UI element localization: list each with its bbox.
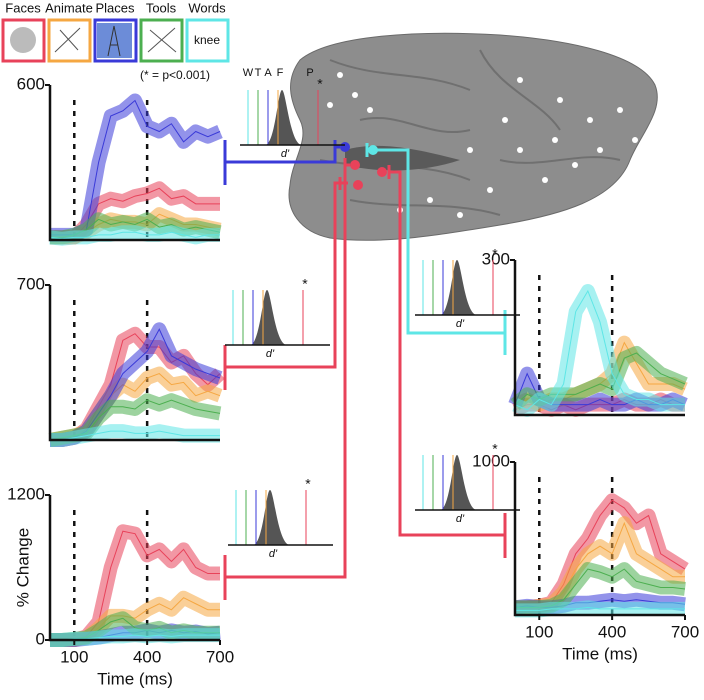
inset-label: W xyxy=(243,67,254,79)
brain xyxy=(288,32,658,241)
series-line xyxy=(49,231,220,240)
words-example: knee xyxy=(194,33,220,47)
y-tick-label: 600 xyxy=(17,74,45,93)
inset-star: * xyxy=(317,76,323,92)
x-tick-label: 100 xyxy=(60,647,88,666)
series-line xyxy=(514,289,685,411)
inset-star: * xyxy=(302,276,308,292)
icon xyxy=(107,25,121,57)
legend-swatch xyxy=(185,18,230,63)
x-tick-label: 400 xyxy=(598,622,626,641)
axes xyxy=(48,85,220,242)
y-tick-label: 1000 xyxy=(472,451,510,470)
series-line xyxy=(515,606,685,611)
inset-axis-label: d' xyxy=(281,148,290,160)
inset-label: T xyxy=(255,67,262,79)
series-line xyxy=(50,430,220,441)
legend-label: Faces xyxy=(5,0,41,15)
icon xyxy=(54,27,81,53)
histogram xyxy=(265,90,302,145)
y-tick-label: 300 xyxy=(482,249,510,268)
legend-label: Places xyxy=(95,0,135,15)
axes xyxy=(513,260,685,417)
y-tick-label: 1200 xyxy=(7,484,45,503)
axes xyxy=(48,285,220,442)
y-axis-label: % Change xyxy=(13,528,32,607)
x-tick-label: 700 xyxy=(206,647,234,666)
axes xyxy=(513,462,685,617)
y-tick-label: 700 xyxy=(17,274,45,293)
histogram xyxy=(250,290,287,345)
inset-star: * xyxy=(492,246,498,262)
inset-axis-label: d' xyxy=(269,548,278,560)
inset-star: * xyxy=(305,476,311,492)
inset-star: * xyxy=(492,441,498,457)
inset-axis-label: d' xyxy=(456,318,465,330)
x-tick-label: 700 xyxy=(671,622,699,641)
significance-note: (* = p<0.001) xyxy=(140,68,210,82)
icon xyxy=(10,27,36,53)
legend-label: Animate xyxy=(45,0,93,15)
inset-label: P xyxy=(306,67,313,79)
legend-label: Words xyxy=(188,0,226,15)
y-tick-label: 0 xyxy=(36,629,45,648)
inset-axis-label: d' xyxy=(456,513,465,525)
x-axis-label: Time (ms) xyxy=(562,644,638,663)
histogram xyxy=(253,490,290,545)
legend-label: Tools xyxy=(146,0,177,15)
x-tick-label: 100 xyxy=(525,622,553,641)
histogram xyxy=(440,455,477,510)
x-axis-label: Time (ms) xyxy=(97,669,173,688)
inset-label: A xyxy=(264,67,272,79)
histogram xyxy=(440,260,477,315)
icon xyxy=(147,27,177,53)
inset-label: F xyxy=(277,67,284,79)
x-tick-label: 400 xyxy=(133,647,161,666)
connectors xyxy=(223,140,507,600)
inset-axis-label: d' xyxy=(266,348,275,360)
